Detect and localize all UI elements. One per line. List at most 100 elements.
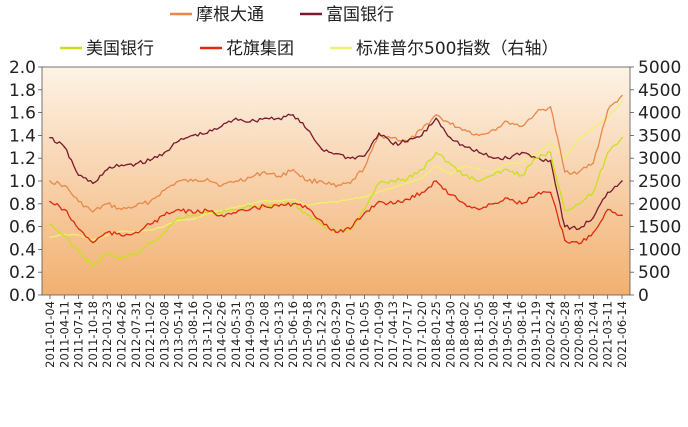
data-point [320, 220, 323, 222]
data-point [92, 239, 94, 242]
data-point [606, 191, 609, 194]
data-point [220, 214, 223, 216]
data-point [363, 208, 366, 211]
left-y-axis: 2.0 1.8 1.61.4 1.2 1.0 0.8 0.60.4 0.2 0.0 [9, 58, 42, 306]
data-point [392, 180, 395, 182]
data-point [278, 205, 280, 207]
data-point [135, 163, 137, 165]
data-point [535, 111, 537, 114]
data-point [421, 168, 423, 171]
data-point [135, 253, 137, 255]
x-tick-label: 2014-05-31 [229, 301, 243, 368]
data-point [378, 190, 380, 193]
right-tick-label: 1500 [638, 218, 681, 238]
data-point [363, 166, 366, 169]
x-tick-label: 2015-12-23 [315, 301, 329, 368]
data-point [506, 168, 509, 171]
x-tick-label: 2012-11-02 [143, 301, 157, 368]
right-tick-label: 1000 [638, 240, 681, 260]
data-point [49, 180, 51, 182]
data-point [521, 174, 523, 177]
left-tick-label: 0.2 [9, 263, 36, 283]
data-point [592, 127, 595, 129]
data-point [621, 136, 623, 139]
data-point [506, 157, 509, 159]
data-point [306, 204, 309, 207]
data-point [263, 205, 266, 207]
data-point [492, 157, 495, 159]
left-tick-label: 1.6 [9, 104, 36, 124]
legend-label: 富国银行 [326, 5, 394, 25]
data-point [349, 182, 352, 185]
data-point [535, 152, 537, 155]
x-tick-label: 2014-02-26 [215, 301, 229, 368]
x-tick-label: 2019-08-16 [515, 301, 529, 368]
data-point [206, 132, 209, 134]
data-point [63, 208, 66, 211]
x-tick-label: 2013-02-08 [157, 301, 171, 368]
data-point [163, 225, 166, 227]
left-tick-label: 0.4 [9, 240, 36, 260]
data-point [521, 161, 523, 164]
data-point [320, 201, 323, 204]
data-point [49, 136, 51, 139]
x-tick-label: 2013-08-16 [186, 301, 200, 368]
data-point [406, 198, 409, 201]
data-point [463, 203, 466, 205]
data-point [392, 136, 395, 139]
x-tick-label: 2019-05-14 [501, 301, 515, 368]
data-point [220, 125, 223, 128]
left-tick-label: 0.0 [9, 286, 36, 306]
data-point [120, 208, 123, 211]
x-tick-label: 2020-08-31 [572, 301, 586, 368]
data-point [506, 120, 509, 123]
data-point [592, 216, 595, 219]
data-point [463, 146, 466, 148]
data-point [335, 185, 337, 188]
legend-label: 花旗集团 [226, 39, 294, 59]
x-tick-label: 2021-06-14 [615, 301, 629, 368]
right-tick-label: 2000 [638, 195, 681, 215]
data-point [335, 201, 337, 203]
data-point [549, 106, 552, 108]
data-point [49, 223, 51, 226]
data-point [77, 250, 80, 253]
data-point [77, 228, 80, 230]
data-point [535, 193, 537, 196]
data-point [63, 234, 66, 237]
data-point [349, 198, 352, 201]
data-point [421, 134, 423, 137]
data-point [177, 180, 180, 182]
left-tick-label: 0.6 [9, 218, 36, 238]
data-point [249, 203, 251, 205]
data-point [435, 164, 437, 167]
x-tick-label: 2012-01-23 [100, 301, 114, 368]
left-tick-label: 2.0 [9, 58, 36, 78]
data-point [406, 177, 409, 180]
data-point [421, 191, 423, 194]
plot-area-background [41, 66, 631, 296]
data-point [135, 205, 137, 207]
data-point [149, 223, 151, 226]
data-point [406, 140, 409, 142]
data-point [320, 180, 323, 182]
data-point [235, 117, 237, 120]
data-point [77, 200, 80, 203]
data-point [92, 210, 94, 213]
data-point [449, 193, 452, 196]
data-point [106, 234, 108, 237]
x-tick-label: 2015-03-13 [272, 301, 286, 368]
data-point [449, 173, 452, 175]
left-tick-label: 1.8 [9, 81, 36, 101]
data-point [177, 216, 180, 219]
data-point [549, 141, 552, 144]
series-layer [49, 94, 623, 267]
data-point [306, 207, 309, 210]
data-point [278, 175, 280, 178]
x-tick-label: 2012-04-26 [115, 301, 129, 368]
data-point [278, 117, 280, 120]
data-point [120, 234, 123, 237]
data-point [149, 159, 151, 162]
data-point [535, 157, 537, 159]
right-tick-label: 5000 [638, 58, 681, 78]
